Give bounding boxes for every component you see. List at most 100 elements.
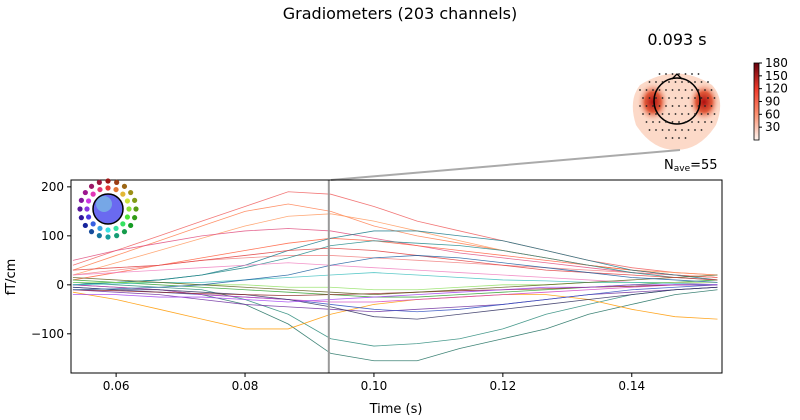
sensor-color-dot xyxy=(105,227,111,233)
sensor-color-dot xyxy=(105,178,111,184)
sensor-dot xyxy=(684,137,687,139)
sensor-color-dot xyxy=(126,206,132,212)
sensor-dot xyxy=(700,97,703,99)
sensor-dot xyxy=(681,129,683,131)
sensor-color-dot xyxy=(105,185,111,191)
sensor-color-dot xyxy=(114,233,120,239)
sensor-dot xyxy=(687,129,690,131)
sensor-dot xyxy=(648,113,651,115)
sensor-dot xyxy=(661,129,664,131)
axes-frame xyxy=(70,179,723,374)
sensor-dot xyxy=(697,89,700,91)
sensor-color-dot xyxy=(121,229,128,235)
sensor-dot xyxy=(668,97,670,99)
y-tick-label: 100 xyxy=(41,229,64,243)
colorbar-tick-label: 120 xyxy=(765,82,788,96)
sensor-dot xyxy=(700,129,703,131)
sensor-dot xyxy=(639,105,641,107)
sensor-dot xyxy=(707,97,709,99)
colorbar-tick-label: 30 xyxy=(765,120,780,134)
head-outline xyxy=(653,77,701,125)
channel-line-21 xyxy=(72,284,718,303)
sensor-dot xyxy=(658,105,661,107)
channel-line-20 xyxy=(72,274,718,296)
sensor-dot xyxy=(694,129,696,131)
nave-label: Nave=55 xyxy=(664,158,718,174)
sensor-dot xyxy=(684,89,687,91)
y-tick-label: 0 xyxy=(56,278,64,292)
sensor-color-dot xyxy=(113,225,119,232)
sensor-color-legend xyxy=(77,178,139,240)
sensor-dot xyxy=(681,81,683,83)
channel-line-7 xyxy=(72,281,718,347)
sensor-dot xyxy=(671,121,674,123)
nose-icon xyxy=(671,73,683,80)
channel-line-9 xyxy=(72,240,718,286)
sensor-dot xyxy=(687,113,690,115)
sensor-color-dot xyxy=(96,179,102,185)
sensor-dot xyxy=(671,73,674,75)
sensor-dot xyxy=(710,89,713,91)
sensor-dot xyxy=(713,113,716,115)
sensor-color-dot xyxy=(85,214,92,220)
sensor-dot xyxy=(671,89,674,91)
channel-line-0 xyxy=(72,191,718,276)
sensor-dot xyxy=(665,121,667,123)
sensor-color-dot xyxy=(114,179,120,185)
sensor-dot xyxy=(700,81,703,83)
topomap-time-label: 0.093 s xyxy=(647,30,706,49)
sensor-dot xyxy=(674,97,677,99)
head-color-fill xyxy=(96,196,112,212)
sensor-dot xyxy=(710,121,713,123)
sensor-color-dot xyxy=(90,191,96,197)
sensor-color-dot xyxy=(128,222,134,229)
sensor-color-dot xyxy=(96,233,102,239)
sensor-dot xyxy=(697,73,700,75)
y-axis-label: fT/cm xyxy=(4,259,19,296)
sensor-color-dot xyxy=(82,222,88,229)
sensor-dot xyxy=(668,129,670,131)
sensor-dot xyxy=(655,129,657,131)
sensor-dot xyxy=(674,129,677,131)
channel-line-23 xyxy=(72,255,718,291)
sensor-dot xyxy=(707,81,709,83)
x-tick-label: 0.12 xyxy=(489,379,516,393)
y-tick-label: 200 xyxy=(41,180,64,194)
channel-line-18 xyxy=(72,284,718,297)
sensor-color-dot xyxy=(88,229,95,235)
sensor-color-dot xyxy=(105,234,111,240)
sensor-dot xyxy=(665,73,667,75)
sensor-dot xyxy=(645,105,648,107)
channel-line-12 xyxy=(72,284,718,313)
sensor-dot xyxy=(648,97,651,99)
colorbar-tick-label: 60 xyxy=(765,107,780,121)
sensor-color-dot xyxy=(90,221,96,227)
sensor-dot xyxy=(658,73,661,75)
sensor-dot xyxy=(684,121,687,123)
x-axis-label: Time (s) xyxy=(369,402,423,417)
channel-line-22 xyxy=(72,247,718,281)
sensor-dot xyxy=(661,81,664,83)
channel-line-19 xyxy=(72,272,718,286)
sensor-dot xyxy=(671,137,674,139)
channel-lines xyxy=(72,191,718,362)
sensor-dot xyxy=(668,81,670,83)
channel-line-17 xyxy=(72,281,718,291)
sensor-dot xyxy=(697,121,700,123)
topomap xyxy=(632,73,721,150)
x-ticks: 0.06 0.08 0.10 0.12 0.14 xyxy=(103,373,645,393)
sensor-dot xyxy=(694,113,696,115)
sensor-color-dot xyxy=(97,186,103,193)
sensor-color-dot xyxy=(82,189,88,196)
x-tick-label: 0.10 xyxy=(361,379,388,393)
sensor-color-dot xyxy=(121,183,128,189)
figure-title: Gradiometers (203 channels) xyxy=(283,4,517,23)
sensor-dot xyxy=(691,89,693,91)
y-tick-label: −100 xyxy=(31,327,64,341)
sensor-dot xyxy=(681,113,683,115)
sensor-dot xyxy=(648,81,651,83)
sensor-dot xyxy=(697,105,700,107)
